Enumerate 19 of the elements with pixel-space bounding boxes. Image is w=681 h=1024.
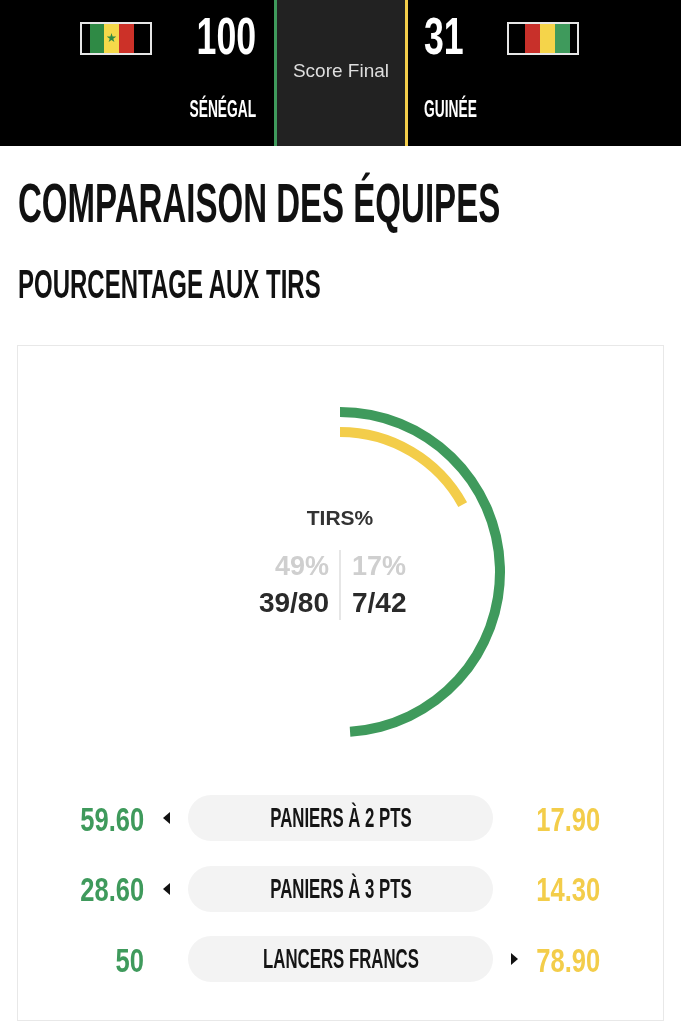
data-label: 59.60 [80, 799, 144, 838]
text: Score Final [292, 59, 390, 81]
category-label: PANIERS À 3 PTS [269, 872, 412, 904]
category-label: SÉNÉGAL [189, 96, 256, 123]
category-label: GUINÉE [424, 96, 477, 123]
text: POURCENTAGE AUX TIRS [18, 262, 321, 307]
category-label: TIRS% [306, 506, 374, 529]
data-label: 31 [424, 8, 464, 65]
data-label: 78.90 [536, 940, 600, 979]
text: 39/80 [258, 587, 329, 618]
data-label: 100 [196, 8, 256, 65]
data-label: 28.60 [80, 870, 144, 908]
category-label: LANCERS FRANCS [262, 943, 419, 975]
data-label: 50 [115, 940, 144, 979]
data-label: 14.30 [536, 870, 600, 908]
text: 7/42 [352, 587, 407, 618]
category-label: PANIERS À 2 PTS [269, 802, 412, 834]
text: COMPARAISON DES ÉQUIPES [18, 171, 501, 235]
data-label: 17.90 [536, 799, 600, 838]
